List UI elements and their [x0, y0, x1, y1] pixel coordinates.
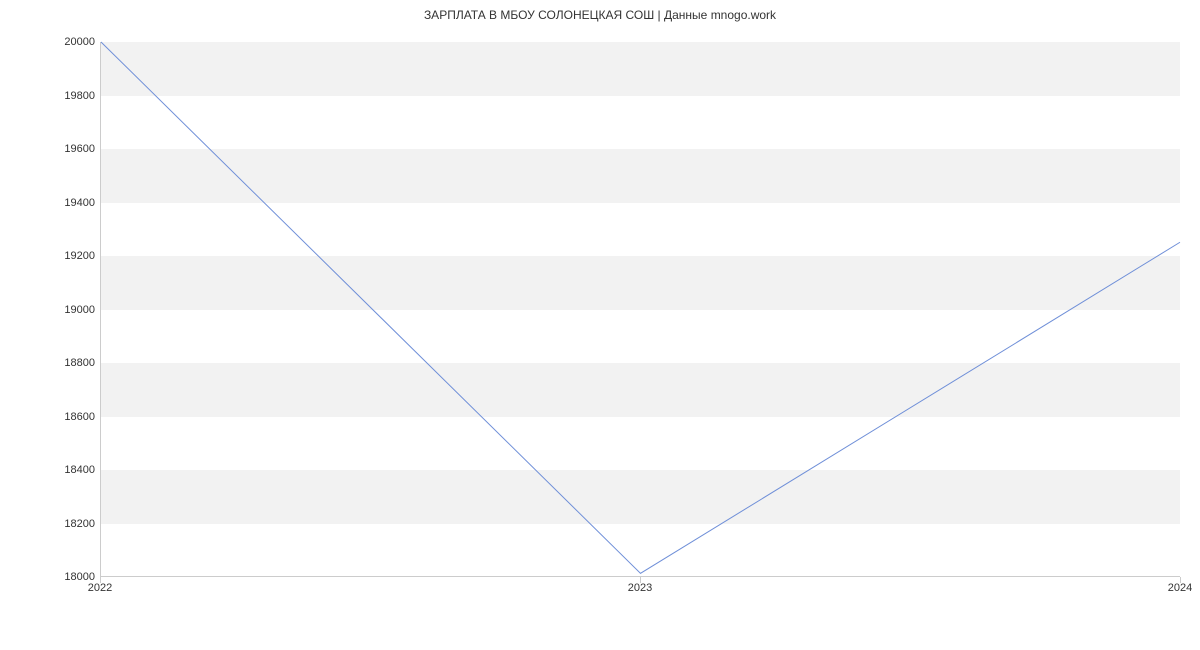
- line-layer: [101, 42, 1180, 576]
- y-tick-label: 20000: [64, 36, 95, 48]
- y-tick-label: 18600: [64, 411, 95, 423]
- plot-area: [100, 42, 1180, 577]
- y-tick-label: 19800: [64, 90, 95, 102]
- y-tick-label: 19400: [64, 197, 95, 209]
- chart-container: 1800018200184001860018800190001920019400…: [60, 42, 1180, 597]
- y-tick-label: 18200: [64, 518, 95, 530]
- y-tick-label: 19000: [64, 304, 95, 316]
- x-tick-label: 2024: [1168, 582, 1192, 594]
- y-tick-label: 19200: [64, 250, 95, 262]
- y-tick-label: 18400: [64, 464, 95, 476]
- y-tick-label: 19600: [64, 143, 95, 155]
- x-tick-label: 2023: [628, 582, 652, 594]
- chart-title: ЗАРПЛАТА В МБОУ СОЛОНЕЦКАЯ СОШ | Данные …: [0, 0, 1200, 22]
- y-tick-label: 18800: [64, 357, 95, 369]
- series-line: [101, 42, 1180, 573]
- x-tick-label: 2022: [88, 582, 112, 594]
